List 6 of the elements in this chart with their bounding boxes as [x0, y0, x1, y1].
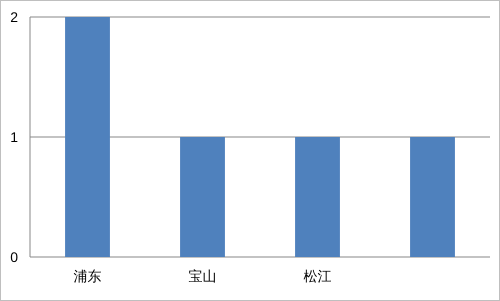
- y-tick-label: 0: [10, 249, 18, 265]
- x-tick-label: 松江: [304, 268, 332, 284]
- x-tick-label: 浦东: [74, 268, 102, 284]
- x-tick-label: 宝山: [188, 268, 216, 284]
- y-tick-label: 2: [10, 9, 18, 25]
- y-tick-label: 1: [10, 129, 18, 145]
